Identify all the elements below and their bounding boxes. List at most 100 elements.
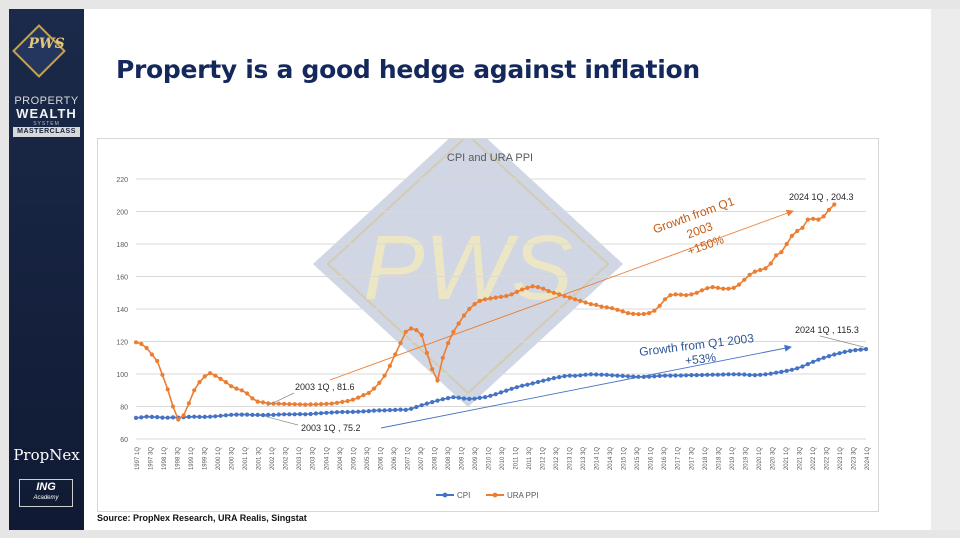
cpi-point	[514, 385, 519, 390]
ura-ppi-point	[287, 402, 292, 407]
ura-ppi-point	[160, 372, 165, 377]
cpi-point	[149, 414, 154, 419]
brand-line-property: PROPERTY	[14, 95, 79, 107]
ura-ppi-point	[472, 302, 477, 307]
brand-line-wealth: WEALTH	[16, 106, 77, 121]
x-tick-label: 2008 3Q	[446, 447, 452, 470]
x-tick-label: 2016 3Q	[662, 447, 668, 470]
ura-ppi-point	[779, 250, 784, 255]
cpi-point	[800, 364, 805, 369]
ura-ppi-point	[382, 373, 387, 378]
source-note: Source: PropNex Research, URA Realis, Si…	[97, 513, 307, 523]
ura-ppi-point	[498, 294, 504, 299]
ura-ppi-point	[705, 286, 710, 291]
cpi-point	[689, 373, 694, 378]
cpi-point	[504, 388, 509, 393]
cpi-point	[615, 373, 620, 378]
ura-ppi-point	[826, 207, 832, 212]
annotation-cpi-2024-leader	[819, 335, 865, 348]
line-chart: PWS CPI and URA PPI 60 80 100 120 140 160 180 2…	[116, 121, 871, 500]
y-tick-label-100: 100	[116, 372, 128, 379]
cpi-point	[625, 374, 631, 379]
x-tick-label: 2002 3Q	[284, 447, 290, 470]
ura-ppi-point	[816, 217, 821, 222]
x-tick-label: 2006 1Q	[378, 447, 384, 470]
cpi-point	[155, 415, 160, 420]
cpi-growth-arrow	[380, 344, 792, 429]
cpi-point	[826, 354, 832, 359]
ura-ppi-point	[721, 286, 726, 291]
cpi-point	[848, 348, 853, 353]
legend-ura-ppi-label: URA PPI	[507, 491, 539, 500]
cpi-point	[409, 406, 414, 411]
ing-academy-sub: Academy	[33, 495, 59, 501]
ura-ppi-point	[208, 371, 213, 376]
sidebar	[9, 9, 84, 530]
cpi-point	[440, 397, 445, 402]
cpi-point	[541, 378, 546, 383]
cpi-point	[160, 415, 165, 420]
cpi-point	[863, 347, 869, 352]
cpi-point	[742, 372, 747, 377]
ura-ppi-point	[223, 380, 228, 385]
ura-ppi-point	[647, 311, 652, 316]
x-tick-label: 2007 3Q	[419, 447, 425, 470]
x-tick-label: 2009 3Q	[473, 447, 479, 470]
ura-ppi-point	[530, 284, 535, 289]
cpi-point	[805, 362, 810, 367]
ura-ppi-point	[467, 306, 472, 312]
cpi-point	[419, 403, 424, 408]
x-tick-label: 2015 1Q	[622, 447, 628, 470]
x-tick-label: 2005 1Q	[351, 447, 357, 470]
ura-ppi-point	[811, 216, 816, 221]
cpi-point	[620, 373, 625, 378]
ura-ppi-point	[414, 328, 419, 333]
ura-ppi-point	[509, 292, 514, 297]
ura-ppi-point	[398, 341, 403, 346]
ura-ppi-point	[176, 417, 181, 422]
x-tick-label: 2024 1Q	[865, 447, 871, 470]
slide-title: Property is a good hedge against inflati…	[116, 55, 700, 84]
ura-ppi-point	[525, 285, 530, 290]
watermark-diamond-inner	[326, 133, 610, 395]
ura-ppi-point	[308, 402, 313, 407]
cpi-point	[578, 373, 583, 378]
ura-ppi-point	[562, 293, 567, 299]
annotation-cpi-2003: 2003 1Q , 75.2	[301, 423, 361, 433]
ura-ppi-point	[276, 401, 281, 406]
ura-ppi-point	[520, 287, 525, 292]
x-tick-label: 2013 3Q	[581, 447, 587, 470]
cpi-point	[170, 415, 176, 420]
ura-ppi-point	[557, 292, 562, 297]
cpi-point	[636, 374, 641, 379]
ura-ppi-point	[334, 400, 340, 405]
cpi-point	[461, 396, 467, 401]
brand-line-system: SYSTEM	[33, 121, 60, 127]
x-tick-label: 2004 3Q	[338, 447, 344, 470]
x-tick-label: 2006 3Q	[392, 447, 398, 470]
ura-ppi-point	[234, 386, 239, 391]
cpi-point	[276, 412, 281, 417]
cpi-point	[816, 357, 821, 362]
x-tick-label: 2014 1Q	[595, 447, 601, 470]
x-tick-label: 2018 1Q	[703, 447, 709, 470]
cpi-point	[858, 347, 863, 352]
cpi-point	[705, 372, 710, 377]
cpi-point	[329, 410, 334, 415]
cpi-point	[234, 412, 239, 417]
x-tick-label: 2002 1Q	[270, 447, 276, 470]
ura-ppi-point	[736, 282, 742, 287]
cpi-point	[393, 407, 398, 412]
ura-ppi-point	[250, 396, 255, 401]
cpi-point	[377, 408, 382, 413]
cpi-point	[567, 373, 572, 378]
cpi-point	[350, 409, 355, 414]
cpi-point	[472, 396, 477, 401]
cpi-point	[684, 373, 689, 378]
cpi-point	[610, 373, 615, 378]
x-tick-label: 2011 3Q	[527, 447, 533, 470]
x-tick-label: 2021 1Q	[784, 447, 790, 470]
cpi-point	[297, 412, 303, 417]
y-tick-label-180: 180	[116, 242, 128, 249]
x-tick-label: 2007 1Q	[405, 447, 411, 470]
